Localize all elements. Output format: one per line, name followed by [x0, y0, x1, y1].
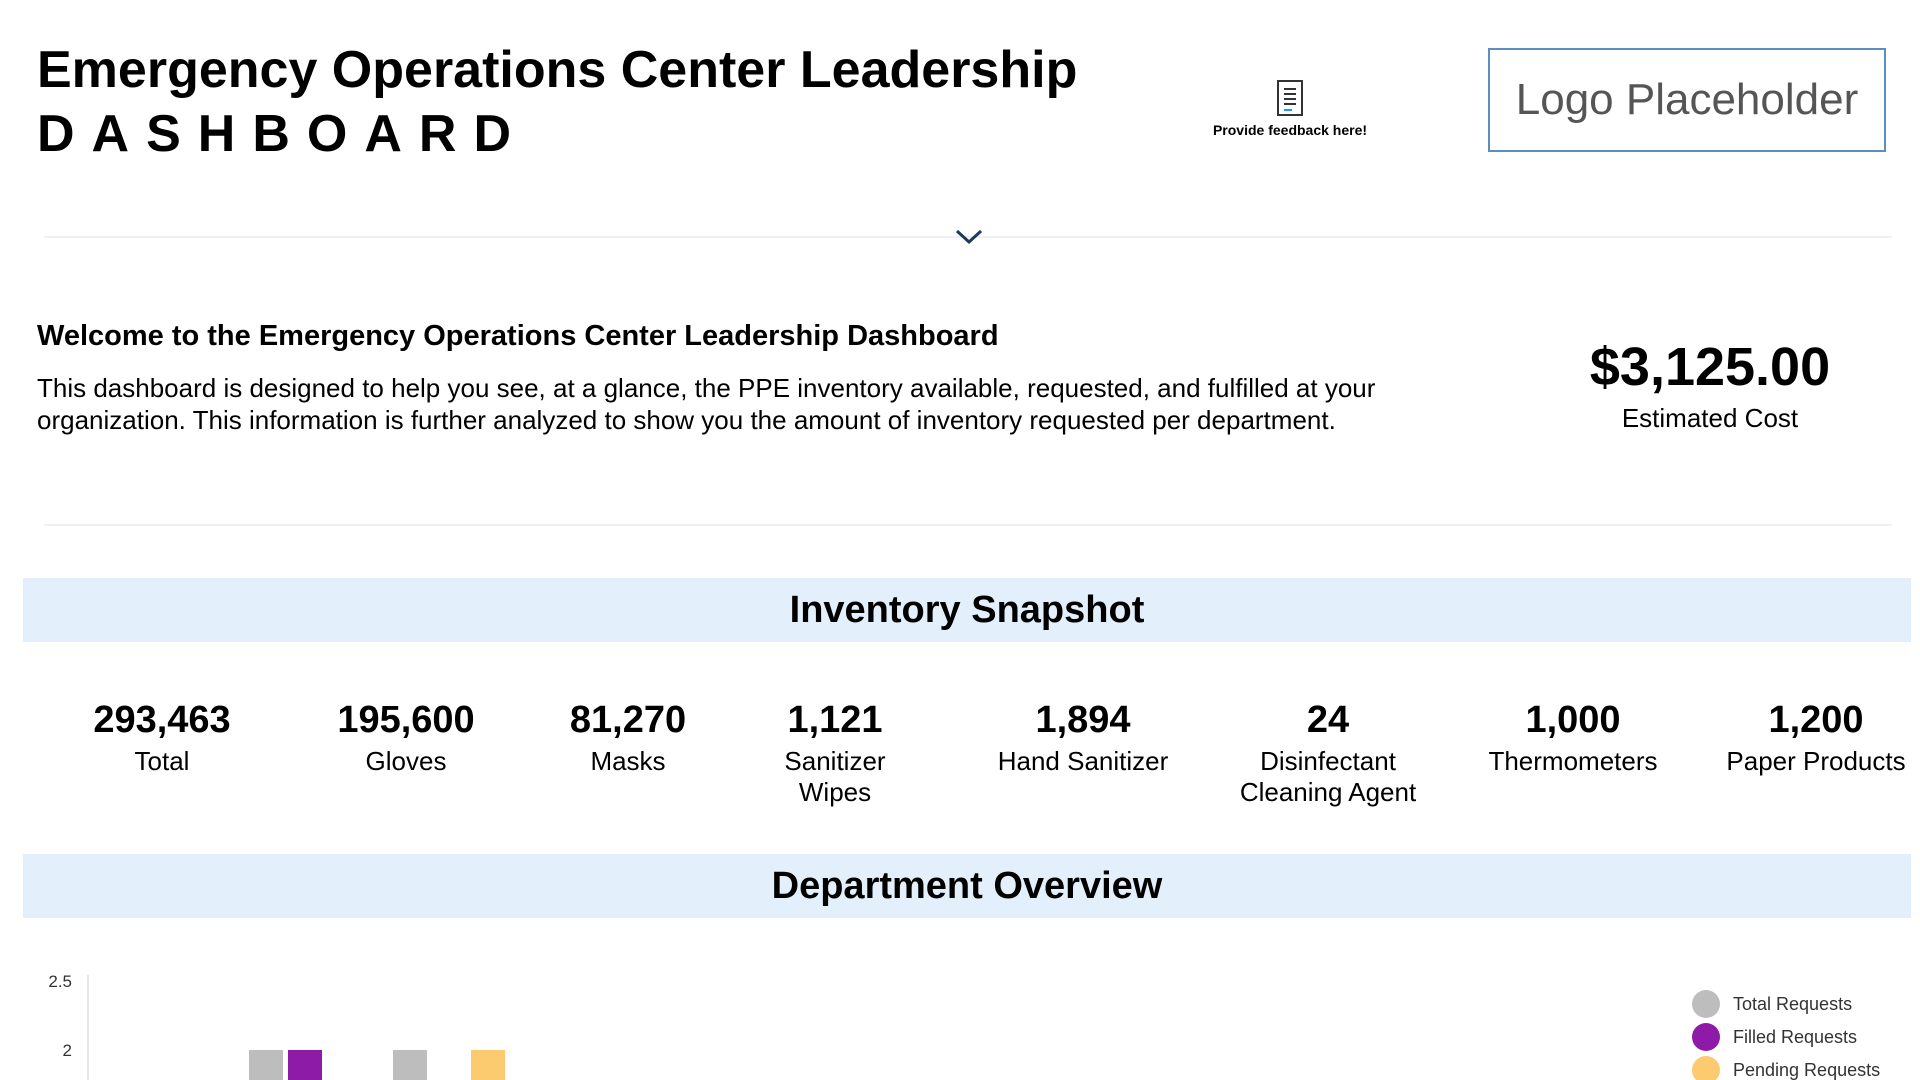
stat-disinfectant: 24 Disinfectant Cleaning Agent — [1213, 698, 1443, 808]
stat-masks: 81,270 Masks — [513, 698, 743, 777]
department-overview-header: Department Overview — [23, 854, 1911, 918]
feedback-link[interactable]: Provide feedback here! — [1190, 80, 1390, 138]
feedback-label[interactable]: Provide feedback here! — [1212, 122, 1368, 138]
bar-total-requests — [393, 1050, 427, 1080]
stat-label: Sanitizer Wipes — [784, 746, 886, 807]
inventory-stats: 293,463 Total 195,600 Gloves 81,270 Mask… — [23, 698, 1911, 818]
stat-hand-sanitizer: 1,894 Hand Sanitizer — [968, 698, 1198, 777]
stat-value: 195,600 — [337, 699, 475, 741]
stat-label: Hand Sanitizer — [997, 746, 1169, 776]
stat-gloves: 195,600 Gloves — [291, 698, 521, 777]
logo: Logo Placeholder — [1488, 48, 1886, 152]
stat-label: Thermometers — [1488, 746, 1658, 776]
stat-value: 1,200 — [1768, 699, 1864, 741]
department-chart: 2.5 2 Total Requests Filled Requests Pending… — [48, 972, 1880, 1080]
stat-label: Masks — [590, 746, 666, 776]
divider — [44, 524, 1892, 526]
bar-pending-requests — [471, 1050, 505, 1080]
stat-value: 1,121 — [787, 699, 883, 741]
legend-marker — [1692, 1023, 1720, 1051]
stat-label: Gloves — [365, 746, 447, 776]
legend-marker — [1692, 1056, 1720, 1080]
stat-label: Total — [134, 746, 190, 776]
stat-label: Paper Products — [1726, 746, 1906, 776]
legend-label: Total Requests — [1733, 994, 1852, 1014]
page-subtitle: DASHBOARD — [37, 105, 528, 163]
stat-value: 81,270 — [569, 699, 687, 741]
stat-paper-products: 1,200 Paper Products — [1701, 698, 1920, 777]
y-tick-label: 2 — [63, 1041, 72, 1060]
legend-label: Filled Requests — [1733, 1027, 1857, 1047]
stat-value: 1,894 — [1035, 699, 1131, 741]
bar-filled-requests — [288, 1050, 322, 1080]
y-tick-label: 2.5 — [48, 972, 72, 991]
stat-value: 1,000 — [1525, 699, 1621, 741]
stat-label: Disinfectant Cleaning Agent — [1239, 746, 1417, 807]
document-icon[interactable] — [1277, 80, 1303, 116]
estimated-cost-label: Estimated Cost — [1621, 403, 1799, 433]
divider — [44, 236, 1892, 238]
stat-value: 24 — [1306, 699, 1350, 741]
welcome-description: This dashboard is designed to help you s… — [37, 373, 1376, 435]
legend-marker — [1692, 990, 1720, 1018]
page-title: Emergency Operations Center Leadership — [37, 41, 1078, 99]
legend-label: Pending Requests — [1733, 1060, 1880, 1080]
stat-value: 293,463 — [93, 699, 231, 741]
chevron-down-icon[interactable] — [954, 222, 984, 252]
bar-total-requests — [249, 1050, 283, 1080]
estimated-cost-value: $3,125.00 — [1589, 337, 1831, 397]
stat-thermometers: 1,000 Thermometers — [1458, 698, 1688, 777]
stat-sanitizer-wipes: 1,121 Sanitizer Wipes — [735, 698, 935, 808]
inventory-snapshot-header: Inventory Snapshot — [23, 578, 1911, 642]
stat-total: 293,463 Total — [47, 698, 277, 777]
welcome-heading: Welcome to the Emergency Operations Cent… — [37, 320, 999, 352]
